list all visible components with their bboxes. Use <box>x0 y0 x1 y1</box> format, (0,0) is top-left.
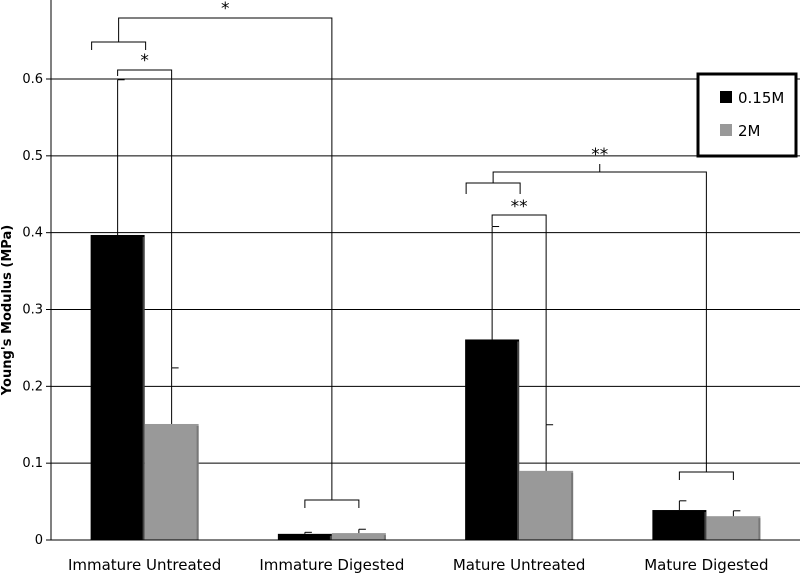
bars <box>90 234 761 540</box>
significance-bracket <box>118 17 333 500</box>
significance-bracket <box>492 171 707 472</box>
y-tick-label: 0.4 <box>22 226 43 241</box>
category-label: Mature Untreated <box>453 556 586 573</box>
bar <box>706 516 761 540</box>
bar <box>652 510 707 540</box>
legend-swatch-2M <box>720 124 732 136</box>
legend-label-0.15M: 0.15M <box>738 89 784 107</box>
significance-bracket <box>117 69 173 368</box>
bar-shadow <box>517 341 520 540</box>
y-tick-label: 0.5 <box>22 149 43 164</box>
significance-bracket <box>91 41 147 50</box>
bar-shadow <box>571 472 574 540</box>
bar-shadow <box>196 425 199 540</box>
bar-shadow <box>329 535 332 540</box>
category-labels: Immature Untreated Immature Digested Matur… <box>68 556 769 573</box>
significance-marker: * <box>221 0 230 19</box>
legend: 0.15M 2M <box>696 72 798 158</box>
category-label: Immature Untreated <box>68 556 221 573</box>
significance-marker: ** <box>511 197 528 217</box>
legend-box <box>696 72 798 158</box>
category-label: Mature Digested <box>644 556 768 573</box>
legend-label-2M: 2M <box>738 122 761 140</box>
bar <box>519 470 574 540</box>
error-bars <box>117 79 741 534</box>
significance-brackets: ****** <box>91 0 734 508</box>
category-label: Immature Digested <box>259 556 404 573</box>
bar <box>331 533 386 540</box>
bar <box>277 533 332 540</box>
y-tick-label: 0.6 <box>22 72 43 87</box>
bar-shadow <box>142 236 145 540</box>
y-tick-label: 0.1 <box>22 456 43 471</box>
gridlines <box>51 78 800 464</box>
bar <box>465 339 520 540</box>
bar <box>144 423 199 540</box>
significance-bracket <box>678 471 734 480</box>
bar <box>90 234 145 540</box>
y-tick-label: 0 <box>35 533 43 548</box>
significance-bracket <box>304 499 360 508</box>
significance-marker: * <box>140 51 149 71</box>
significance-bracket <box>465 182 521 194</box>
bar-shadow <box>383 535 386 540</box>
legend-swatch-0.15M <box>720 91 732 103</box>
bar-shadow <box>758 518 761 540</box>
significance-bracket <box>491 214 547 425</box>
y-tick-label: 0.2 <box>22 379 43 394</box>
significance-marker: ** <box>591 145 608 165</box>
y-axis-ticks: 0 0.1 0.2 0.3 0.4 0.5 0.6 <box>22 72 51 548</box>
y-axis-label: Young's Modulus (MPa) <box>0 225 15 396</box>
bar-shadow <box>704 512 707 540</box>
y-tick-label: 0.3 <box>22 303 43 318</box>
